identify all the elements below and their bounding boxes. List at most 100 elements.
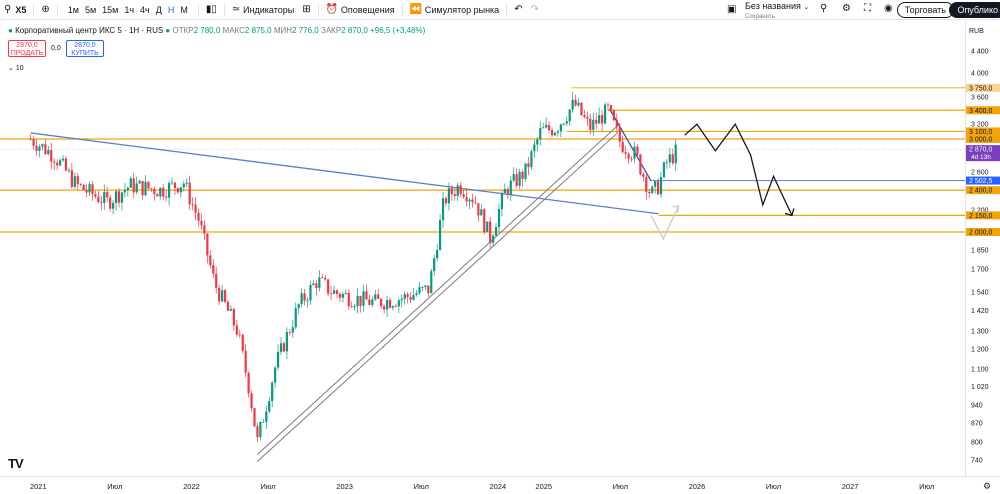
candle[interactable]	[247, 371, 250, 398]
current-price-badge[interactable]: 2 870,04d 13h	[966, 145, 1000, 162]
projection-path-gray[interactable]	[650, 205, 680, 241]
candle[interactable]	[64, 155, 68, 172]
candle[interactable]	[633, 142, 636, 163]
candle[interactable]	[188, 175, 191, 210]
sell-button[interactable]: 2870,0 ПРОДАТЬ	[8, 40, 46, 57]
candle[interactable]	[282, 341, 286, 353]
candle[interactable]	[212, 259, 215, 278]
candle[interactable]	[94, 190, 97, 199]
candle[interactable]	[506, 186, 509, 199]
candle[interactable]	[441, 192, 445, 228]
candle[interactable]	[430, 268, 433, 294]
candle[interactable]	[500, 190, 504, 217]
candle[interactable]	[509, 175, 512, 202]
candle[interactable]	[114, 189, 118, 211]
timeframe-5м[interactable]: 5м	[84, 4, 97, 15]
candle[interactable]	[70, 162, 73, 189]
candle[interactable]	[144, 175, 147, 197]
candle[interactable]	[477, 203, 480, 222]
publish-button[interactable]: Опублико	[949, 2, 1000, 18]
candle[interactable]	[167, 180, 171, 206]
candle[interactable]	[253, 407, 256, 427]
candle[interactable]	[53, 158, 56, 171]
trade-button[interactable]: Торговать	[896, 2, 954, 18]
settings-icon[interactable]: ⚙	[842, 3, 851, 14]
candle[interactable]	[332, 286, 336, 295]
candle[interactable]	[67, 167, 71, 174]
candle[interactable]	[288, 329, 291, 336]
chart-type-button[interactable]: ▮▯	[202, 0, 221, 20]
candle[interactable]	[170, 177, 174, 186]
candle[interactable]	[271, 380, 274, 407]
candle[interactable]	[85, 184, 88, 198]
indicators-button[interactable]: ≃ Индикаторы	[228, 0, 298, 20]
candle[interactable]	[268, 396, 271, 414]
candle[interactable]	[76, 172, 79, 191]
price-level-badge[interactable]: 3 400,0	[966, 106, 1000, 115]
candle[interactable]	[580, 102, 583, 117]
candle[interactable]	[415, 289, 418, 297]
candle[interactable]	[135, 176, 138, 195]
candle[interactable]	[338, 292, 342, 302]
candle[interactable]	[250, 390, 253, 413]
candle[interactable]	[218, 284, 221, 306]
candle[interactable]	[371, 296, 374, 308]
candle[interactable]	[492, 233, 495, 247]
candle[interactable]	[651, 185, 654, 195]
candle[interactable]	[244, 343, 247, 378]
candle[interactable]	[109, 194, 112, 212]
candle[interactable]	[474, 195, 477, 205]
candle[interactable]	[592, 112, 595, 136]
candle[interactable]	[542, 122, 545, 129]
candle[interactable]	[291, 319, 294, 338]
candle[interactable]	[394, 303, 397, 308]
candle[interactable]	[609, 104, 613, 112]
candle[interactable]	[206, 232, 209, 264]
price-level-badge[interactable]: 3 000,0	[966, 134, 1000, 144]
candle[interactable]	[595, 112, 598, 130]
candle[interactable]	[642, 172, 645, 182]
symbol-search[interactable]: ⚲ X5	[0, 0, 30, 20]
candle[interactable]	[453, 187, 456, 201]
candle[interactable]	[436, 243, 439, 262]
candle[interactable]	[659, 172, 663, 198]
candle[interactable]	[438, 214, 442, 251]
candle[interactable]	[536, 136, 539, 152]
fullscreen-icon[interactable]: ⛶	[864, 3, 871, 14]
candle[interactable]	[185, 178, 188, 188]
candle[interactable]	[100, 195, 103, 210]
candle[interactable]	[341, 292, 344, 303]
candle[interactable]	[159, 187, 162, 200]
price-chart[interactable]	[0, 21, 965, 476]
price-level-badge[interactable]: 2 400,0	[966, 186, 1000, 195]
candle[interactable]	[606, 102, 610, 111]
candle[interactable]	[38, 144, 41, 158]
candle[interactable]	[221, 284, 224, 303]
candle[interactable]	[550, 127, 554, 138]
undo-button[interactable]: ↶	[510, 0, 526, 20]
candle[interactable]	[391, 305, 395, 311]
candle[interactable]	[279, 336, 283, 356]
candle[interactable]	[138, 179, 141, 184]
candle[interactable]	[627, 152, 630, 164]
candle[interactable]	[645, 174, 648, 200]
candle[interactable]	[427, 285, 430, 297]
candle[interactable]	[600, 110, 604, 132]
candle[interactable]	[235, 319, 238, 337]
candle[interactable]	[182, 180, 185, 192]
candle[interactable]	[238, 329, 241, 339]
candle[interactable]	[126, 186, 129, 197]
candle[interactable]	[465, 189, 468, 207]
candle[interactable]	[129, 176, 132, 188]
candle[interactable]	[621, 135, 624, 154]
candle[interactable]	[259, 421, 262, 441]
candle[interactable]	[106, 186, 109, 202]
candle[interactable]	[362, 284, 365, 312]
candle[interactable]	[153, 186, 156, 201]
price-level-badge[interactable]: 2 150,0	[966, 211, 1000, 220]
candle[interactable]	[194, 197, 197, 220]
candle[interactable]	[515, 168, 518, 189]
candle[interactable]	[32, 135, 35, 150]
candle[interactable]	[162, 183, 165, 201]
candle[interactable]	[35, 138, 38, 156]
